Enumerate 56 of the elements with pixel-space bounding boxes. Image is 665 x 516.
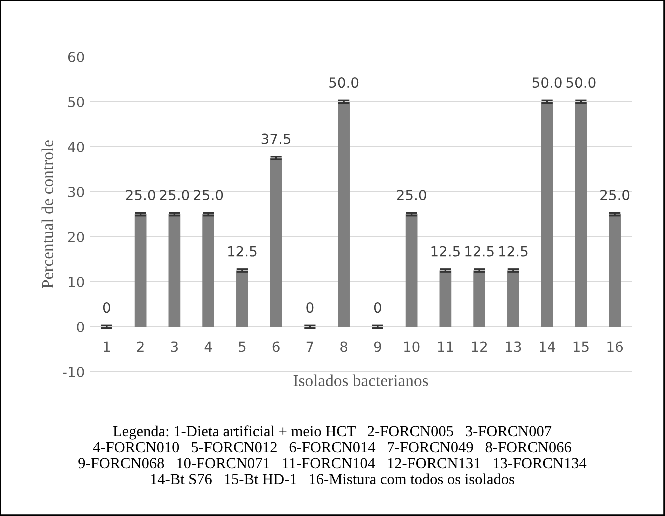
data-label: 12.5 (466, 246, 494, 257)
x-tick-label: 9 (374, 342, 382, 352)
bar (168, 214, 181, 327)
x-tick-label: 11 (438, 342, 454, 352)
bar (609, 214, 621, 327)
x-tick-label: 4 (204, 342, 212, 352)
y-tick-label: 10 (68, 276, 84, 288)
x-tick-label: 1 (104, 342, 110, 352)
x-tick-label: 14 (540, 342, 556, 352)
data-label: 50.0 (566, 78, 596, 88)
x-tick-label: 12 (472, 342, 488, 352)
y-tick-label: 20 (68, 232, 84, 242)
data-label: 12.5 (500, 246, 528, 257)
data-label: 0 (306, 302, 314, 314)
x-tick-label: 13 (506, 342, 522, 352)
bar (440, 270, 452, 327)
y-tick-label: 60 (68, 52, 84, 62)
x-axis-title: Isolados bacterianos (294, 374, 428, 387)
x-tick-label: 6 (272, 342, 280, 352)
data-label: 25.0 (600, 190, 630, 201)
data-label: 25.0 (397, 190, 426, 201)
data-label: 12.5 (432, 246, 460, 257)
y-axis-title: Percentual de controle (42, 140, 54, 289)
data-label: 50.0 (532, 78, 562, 88)
x-tick-label: 16 (608, 342, 624, 352)
x-tick-label: 15 (574, 342, 589, 352)
x-tick-label: 7 (306, 342, 314, 352)
bar (541, 102, 554, 327)
data-label: 25.0 (126, 190, 156, 201)
x-tick-label: 10 (404, 342, 420, 352)
bar (338, 102, 350, 327)
x-tick-label: 8 (340, 342, 348, 352)
y-tick-label: 0 (77, 322, 84, 332)
bar (406, 214, 418, 327)
data-label: 0 (374, 302, 382, 314)
bar (134, 214, 147, 327)
text: Legenda: 1-Dieta artificial + meio HCT 2-FORCN005 3-FORCN007 4-FORCN010 5-FORCN012 6-FORCN014 7-FORCN049 8-FORCN066 9-FORCN068 10-FORCN071 11-FORCN104 12-FORCN131 13-FORCN134 14-Bt S76 15-Bt HD-1 16-Mistura com todos os isolados (78, 426, 587, 485)
bar (575, 102, 588, 327)
bar (270, 158, 282, 327)
bar (508, 270, 520, 327)
x-tick-label: 2 (137, 342, 144, 352)
bar (236, 270, 248, 327)
y-tick-label: -10 (63, 366, 84, 378)
y-tick-label: 40 (68, 142, 84, 152)
data-label: 37.5 (262, 134, 291, 144)
data-label: 25.0 (160, 190, 190, 201)
data-label: 12.5 (228, 246, 257, 257)
bar (202, 214, 214, 327)
data-label: 50.0 (330, 78, 359, 88)
bar (474, 270, 486, 327)
y-tick-label: 50 (68, 96, 84, 108)
data-label: 25.0 (194, 190, 224, 201)
data-label: 0 (103, 302, 110, 314)
x-tick-label: 3 (171, 342, 178, 352)
x-tick-label: 5 (239, 342, 246, 352)
y-tick-label: 30 (68, 186, 84, 198)
